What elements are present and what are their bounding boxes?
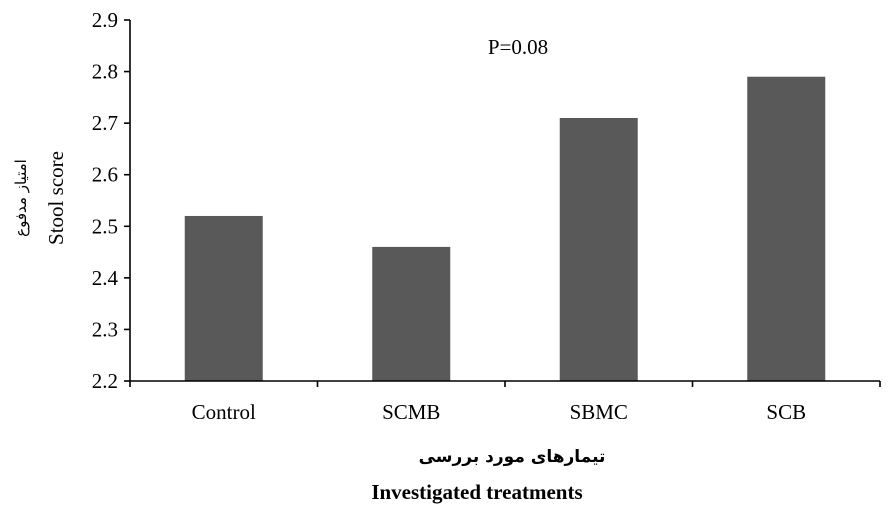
y-tick-label: 2.2 xyxy=(92,369,118,393)
x-axis: Control SCMB SBMC SCB xyxy=(129,380,881,424)
bar-control xyxy=(184,215,263,381)
x-axis-title-english: Investigated treatments xyxy=(371,480,582,504)
x-tick-label-scb: SCB xyxy=(766,400,806,424)
bar-sbmc xyxy=(559,117,638,381)
y-tick-label: 2.9 xyxy=(92,8,118,32)
x-tick-label-scmb: SCMB xyxy=(382,400,440,424)
y-tick-label: 2.4 xyxy=(92,266,119,290)
x-axis-title-persian: تیمارهای مورد بررسی xyxy=(419,447,606,467)
y-tick-label: 2.7 xyxy=(92,111,118,135)
bar-scmb xyxy=(372,246,451,381)
x-tick-label-sbmc: SBMC xyxy=(570,400,628,424)
annotation-p-value: P=0.08 xyxy=(488,35,548,59)
bars-group xyxy=(184,76,826,381)
y-tick-label: 2.3 xyxy=(92,317,118,341)
y-axis-title: امتیاز مدفوع Stool score xyxy=(12,151,68,245)
y-tick-label: 2.5 xyxy=(92,214,118,238)
y-axis-title-persian: امتیاز مدفوع xyxy=(12,159,30,237)
y-tick-label: 2.6 xyxy=(92,163,118,187)
bar-scb xyxy=(747,76,826,381)
x-tick-label-control: Control xyxy=(192,400,256,424)
y-axis: 2.2 2.3 2.4 2.5 2.6 2.7 2.8 2.9 xyxy=(92,8,131,393)
y-axis-title-english: Stool score xyxy=(44,151,68,245)
y-tick-label: 2.8 xyxy=(92,60,118,84)
